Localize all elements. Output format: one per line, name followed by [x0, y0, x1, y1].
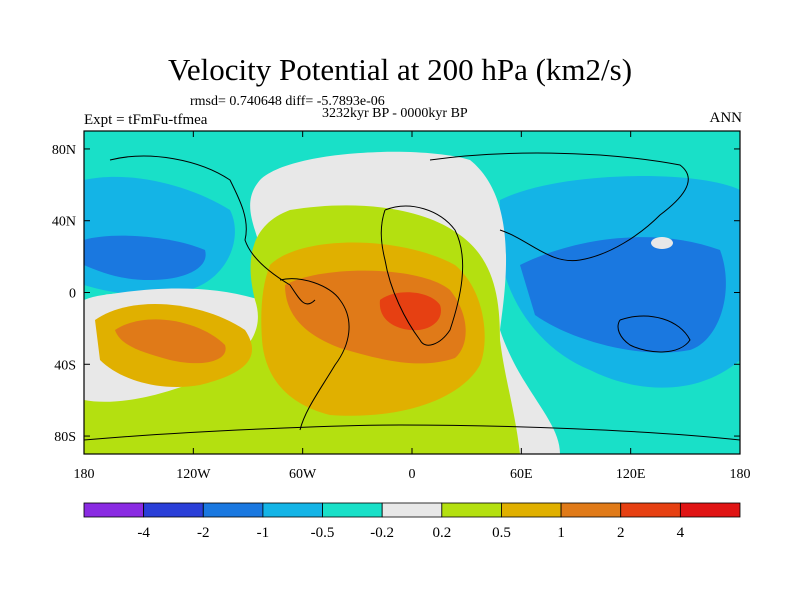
map-field — [84, 131, 740, 454]
axis-ticks: 180 120W 60W 0 60E 120E 180 80N 40N 0 40S 80S — [52, 131, 751, 482]
east-asia-neutral-blob — [651, 237, 673, 249]
colorbar-swatch — [322, 502, 383, 518]
x-tick-label: 0 — [409, 467, 416, 482]
colorbar-swatch — [501, 502, 562, 518]
colorbar-swatch — [620, 502, 681, 518]
season-label: ANN — [709, 110, 743, 126]
colorbar-label: 1 — [557, 525, 565, 541]
x-tick-label: 180 — [74, 467, 95, 482]
colorbar-swatch — [143, 502, 204, 518]
colorbar-swatch — [83, 502, 145, 518]
colorbar-label: -1 — [257, 525, 270, 541]
colorbar: -4 -2 -1 -0.5 -0.2 0.2 0.5 1 2 4 — [83, 502, 741, 541]
south-pacific-positive-1 — [115, 319, 226, 364]
x-tick-label: 120E — [616, 467, 646, 482]
y-tick-label: 80N — [52, 143, 76, 158]
chart-title: Velocity Potential at 200 hPa (km2/s) — [167, 52, 633, 87]
colorbar-label: 0.5 — [492, 525, 511, 541]
colorbar-label: 2 — [617, 525, 625, 541]
x-tick-label: 120W — [176, 467, 211, 482]
colorbar-swatch — [679, 502, 741, 518]
colorbar-label: 0.2 — [432, 525, 451, 541]
y-tick-label: 80S — [54, 430, 76, 445]
colorbar-label: -0.2 — [370, 525, 394, 541]
colorbar-swatch — [262, 502, 323, 518]
y-tick-label: 40S — [54, 358, 76, 373]
experiment-label: Expt = tFmFu-tfmea — [84, 112, 208, 128]
colorbar-label: -0.5 — [311, 525, 335, 541]
y-tick-label: 40N — [52, 215, 76, 230]
colorbar-swatch — [560, 502, 622, 518]
colorbar-swatch — [202, 502, 264, 518]
rmsd-text: rmsd= 0.740648 diff= -5.7893e-06 — [190, 94, 385, 109]
y-tick-label: 0 — [69, 287, 76, 302]
north-pacific-negative-inner — [84, 235, 206, 280]
x-tick-label: 180 — [730, 467, 751, 482]
colorbar-label: -4 — [137, 525, 150, 541]
colorbar-label: -2 — [197, 525, 210, 541]
coast-australia — [617, 315, 691, 353]
coastlines — [84, 152, 740, 441]
coast-africa — [380, 205, 464, 346]
x-tick-label: 60E — [510, 467, 533, 482]
colorbar-label: 4 — [677, 525, 685, 541]
coast-eurasia — [429, 152, 689, 262]
coast-south-america — [279, 278, 350, 431]
coast-antarctica — [84, 424, 740, 441]
colorbar-swatch — [441, 502, 502, 518]
atlantic-positive-2 — [379, 292, 441, 331]
period-text: 3232kyr BP - 0000kyr BP — [322, 106, 468, 121]
colorbar-swatch — [381, 502, 443, 518]
x-tick-label: 60W — [289, 467, 317, 482]
coast-north-america — [109, 155, 316, 305]
